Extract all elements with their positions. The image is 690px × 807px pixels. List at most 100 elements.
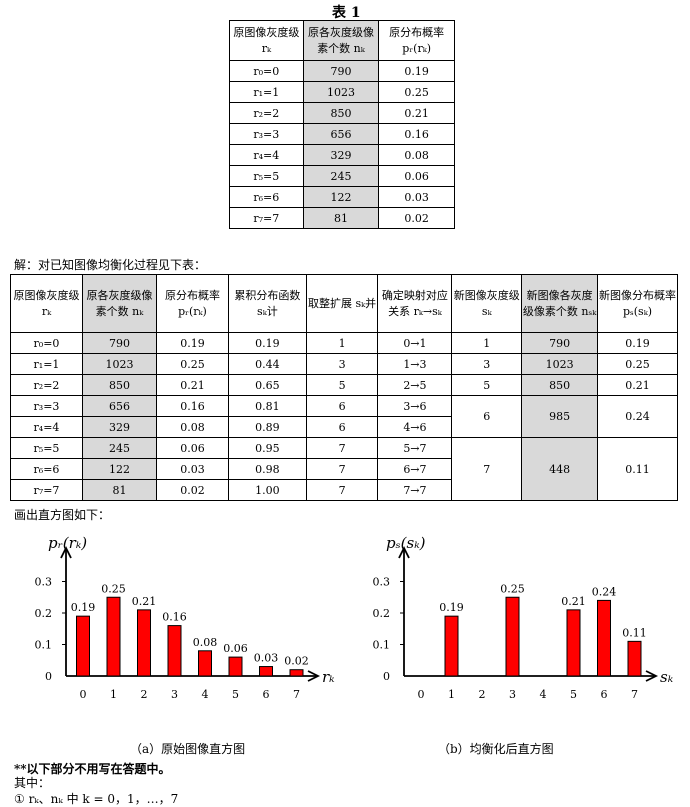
table2-cell: r₄=4 <box>10 416 83 438</box>
table2-header: 新图像灰度级 sₖ <box>451 274 523 333</box>
histogram-equalized: pₛ(sₖ) sₖ 0 0.1 0.2 0.3 0 1 0.19 2 3 0.25 4 5 0.21 6 0.2… <box>373 534 674 701</box>
table2-header: 新图像各灰度级像素个数 nₛₖ <box>521 274 599 333</box>
table2-cell: 7 <box>451 437 523 501</box>
table2-header: 原图像灰度级 rₖ <box>10 274 83 333</box>
table1-cell: r₂=2 <box>229 102 304 124</box>
table2-cell: 0.02 <box>155 479 229 501</box>
x-axis-arrow <box>307 670 321 682</box>
table1-cell: 1023 <box>302 81 380 103</box>
table2-cell: 4→6 <box>377 416 453 438</box>
table2-cell: 7 <box>305 479 379 501</box>
table1-cell: 0.19 <box>378 60 455 82</box>
table1-cell: r₄=4 <box>229 144 304 166</box>
x-tick-label: 6 <box>263 688 270 701</box>
table1-cell: 0.02 <box>378 207 455 229</box>
table2-cell: 7 <box>305 458 379 480</box>
table2-cell: 3→6 <box>377 395 453 417</box>
table1-header-count: 原各灰度级像素个数 nₖ <box>302 20 380 61</box>
table2-header: 原分布概率 pᵣ(rₖ) <box>155 274 229 333</box>
table2-cell: 790 <box>81 332 157 354</box>
table2-cell: r₅=5 <box>10 437 83 459</box>
histogram-bar <box>627 640 642 677</box>
table2-cell: 0.81 <box>227 395 307 417</box>
x-tick-label: 5 <box>232 688 239 701</box>
histogram-bar <box>505 596 520 677</box>
table2-cell: 985 <box>521 395 599 438</box>
y-tick-label: 0 <box>383 670 390 683</box>
bar-value-label: 0.19 <box>71 601 96 614</box>
table2-cell: 0.25 <box>597 353 678 375</box>
table1-cell: 0.03 <box>378 186 455 208</box>
x-tick-label: 3 <box>171 688 178 701</box>
table1: 原图像灰度级 rₖ 原各灰度级像素个数 nₖ 原分布概率 pᵣ(rₖ) r₀=0… <box>229 20 455 229</box>
table2-cell: 0.19 <box>155 332 229 354</box>
table2-cell: 0.11 <box>597 437 678 501</box>
note-line-1: 其中： <box>14 776 51 790</box>
caption-equalized: （b）均衡化后直方图 <box>438 742 554 756</box>
bar-value-label: 0.21 <box>561 595 586 608</box>
table1-cell: 850 <box>302 102 380 124</box>
y-axis-arrow <box>60 545 72 559</box>
bar-value-label: 0.06 <box>223 642 248 655</box>
table1-cell: r₅=5 <box>229 165 304 187</box>
table1-cell: 81 <box>302 207 380 229</box>
table2-cell: 850 <box>521 374 599 396</box>
x-tick-label: 0 <box>418 688 425 701</box>
table2-cell: 3 <box>451 353 523 375</box>
histogram-bar <box>259 666 273 677</box>
solution-line: 解：对已知图像均衡化过程见下表： <box>14 258 207 272</box>
table1-cell: r₆=6 <box>229 186 304 208</box>
table2-cell: 7 <box>305 437 379 459</box>
table1-cell: 0.25 <box>378 81 455 103</box>
histogram-bar <box>106 596 121 677</box>
x-tick-label: 0 <box>80 688 87 701</box>
x-tick-label: 2 <box>479 688 486 701</box>
bar-value-label: 0.25 <box>500 582 525 595</box>
table2-cell: 329 <box>81 416 157 438</box>
table2-cell: 122 <box>81 458 157 480</box>
x-tick-label: 4 <box>202 688 209 701</box>
table2-cell: 0→1 <box>377 332 453 354</box>
table2-cell: 2→5 <box>377 374 453 396</box>
table1-header-gray: 原图像灰度级 rₖ <box>229 20 304 61</box>
y-axis-arrow <box>398 545 410 559</box>
histogram-bar <box>137 609 151 677</box>
table2-cell: 656 <box>81 395 157 417</box>
table2-cell: 0.21 <box>597 374 678 396</box>
table1-cell: 0.16 <box>378 123 455 145</box>
table2-cell: 0.08 <box>155 416 229 438</box>
histogram-original: pᵣ(rₖ) rₖ 0 0.1 0.2 0.3 0 0.19 1 0.25 2 0.21 3 0.16 4 0… <box>35 534 336 701</box>
table1-cell: 122 <box>302 186 380 208</box>
table2-cell: 0.03 <box>155 458 229 480</box>
bar-value-label: 0.02 <box>284 655 309 668</box>
table2-header: 取整扩展 sₖ并 <box>305 274 379 333</box>
table2-cell: 1 <box>305 332 379 354</box>
table2-cell: 790 <box>521 332 599 354</box>
x-tick-label: 7 <box>293 688 300 701</box>
y-tick-label: 0.1 <box>373 639 391 652</box>
table2-cell: 3 <box>305 353 379 375</box>
x-tick-label: 5 <box>570 688 577 701</box>
table2-cell: 1.00 <box>227 479 307 501</box>
note-bold: **以下部分不用写在答题中。 <box>14 762 171 776</box>
table2-header: 累积分布函数 sₖ计 <box>227 274 307 333</box>
table2-cell: 448 <box>521 437 599 501</box>
table2-header: 新图像分布概率 pₛ(sₖ) <box>597 274 678 333</box>
y-tick-label: 0.3 <box>35 576 53 589</box>
table1-cell: r₇=7 <box>229 207 304 229</box>
y-tick-label: 0.3 <box>373 576 391 589</box>
table2-cell: 0.44 <box>227 353 307 375</box>
table2-cell: r₁=1 <box>10 353 83 375</box>
table2-cell: 0.65 <box>227 374 307 396</box>
bar-value-label: 0.21 <box>132 595 157 608</box>
histogram-bar <box>167 625 182 677</box>
table2-header: 原各灰度级像素个数 nₖ <box>81 274 157 333</box>
y-tick-label: 0.2 <box>35 607 53 620</box>
histogram-bar <box>597 599 611 677</box>
histogram-bar <box>289 669 304 677</box>
table1-cell: 790 <box>302 60 380 82</box>
x-tick-label: 4 <box>540 688 547 701</box>
bar-value-label: 0.25 <box>101 582 126 595</box>
table1-cell: r₀=0 <box>229 60 304 82</box>
y-tick-label: 0 <box>45 670 52 683</box>
